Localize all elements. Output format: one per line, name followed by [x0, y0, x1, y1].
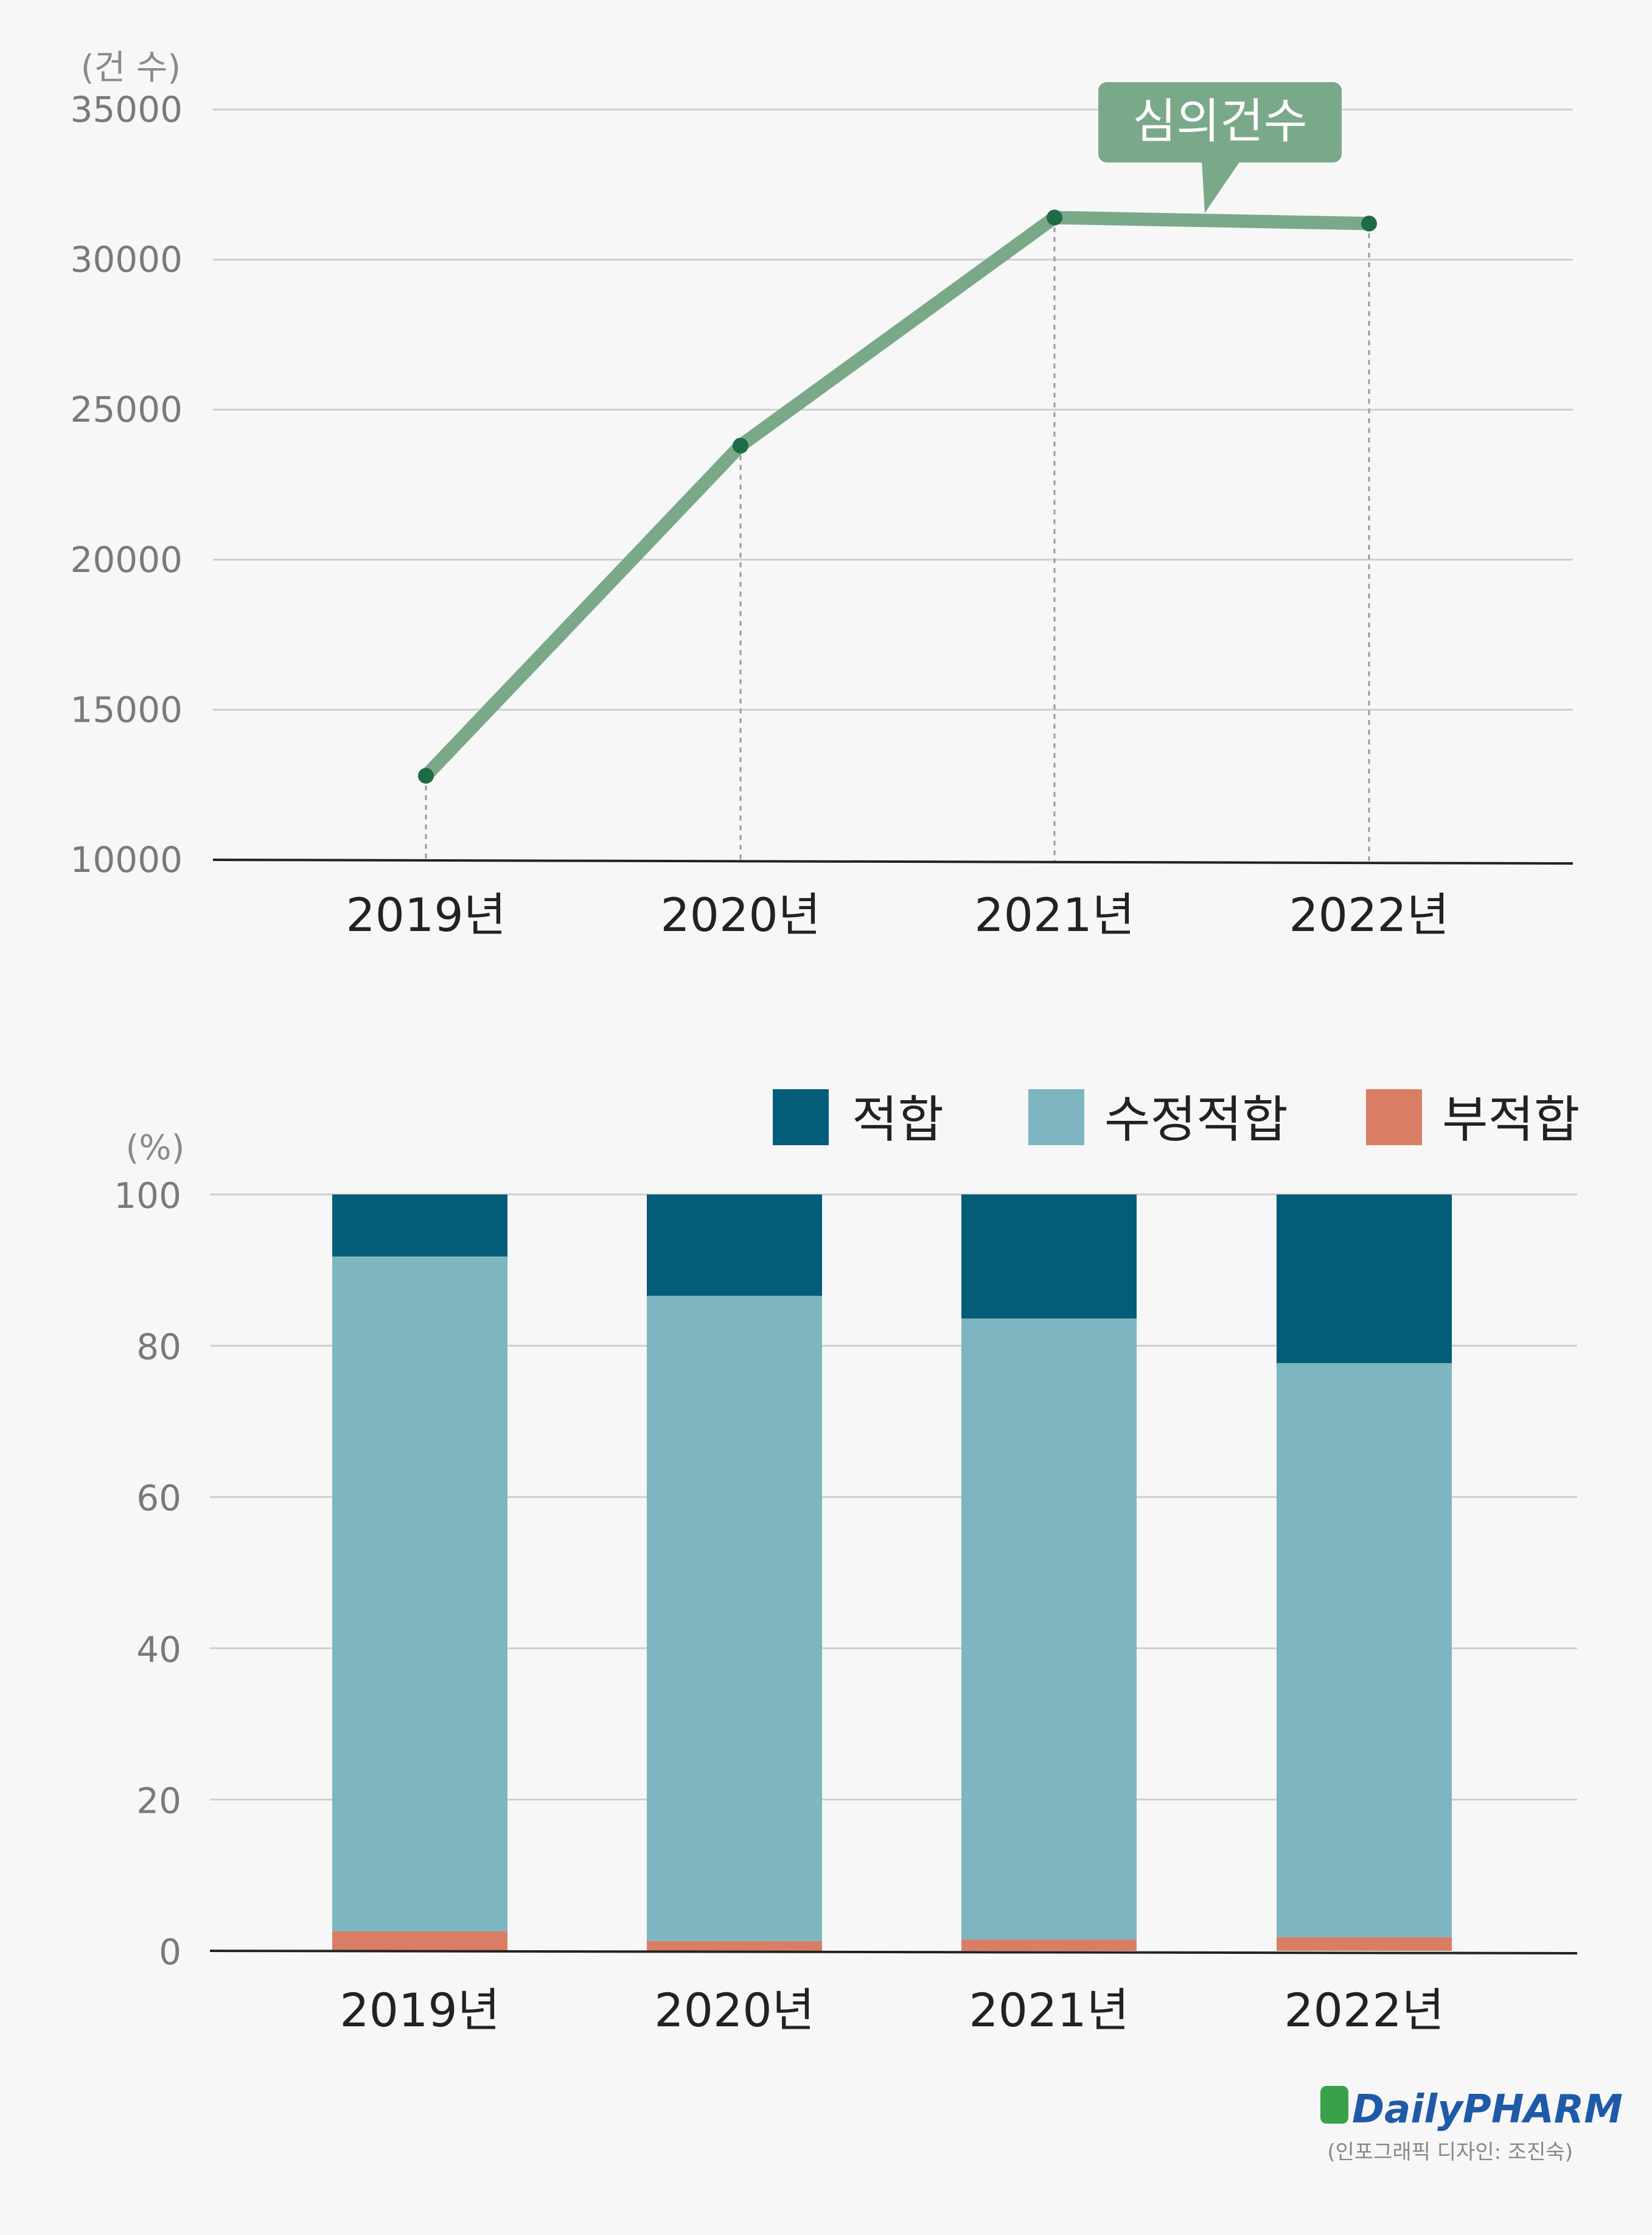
- footer: DailyPHARM (인포그래픽 디자인: 조진숙): [1320, 2086, 1623, 2164]
- bar-x-tick-label: 2020년: [654, 1983, 814, 2037]
- bar-segment-modified-fit: [1277, 1363, 1452, 1937]
- bar-segment-fit: [332, 1194, 507, 1257]
- dailypharm-logo: DailyPHARM: [1320, 2086, 1623, 2132]
- line-chart-x-axis: [212, 859, 1574, 865]
- bar-chart-x-ticks: 2019년 2020년 2021년 2022년: [340, 1983, 1444, 2037]
- line-y-tick-label: 20000: [70, 539, 183, 581]
- line-chart-x-ticks: 2019년 2020년 2021년 2022년: [346, 888, 1449, 942]
- legend-swatch-fit: [773, 1089, 829, 1145]
- bar-segment-unfit: [332, 1931, 507, 1951]
- bar-segment-modified-fit: [332, 1256, 507, 1931]
- bar-chart-x-axis: [209, 1950, 1578, 1954]
- callout-pointer: [1202, 159, 1241, 213]
- line-chart-gridlines: [213, 108, 1573, 711]
- line-y-tick-label: 10000: [70, 839, 183, 880]
- bar-y-tick-label: 0: [159, 1931, 181, 1973]
- legend-label-modified-fit: 수정적합: [1104, 1091, 1288, 1149]
- callout-label: 심의건수: [1132, 94, 1307, 149]
- design-credit: (인포그래픽 디자인: 조진숙): [1327, 2140, 1573, 2164]
- line-chart: (건 수) 10000 15000 20000 25000 30000 35000 201…: [70, 48, 1574, 942]
- line-y-tick-label: 15000: [70, 689, 183, 730]
- bar-y-tick-label: 60: [136, 1477, 181, 1519]
- bar-y-tick-label: 40: [136, 1629, 181, 1670]
- line-data-point: [1361, 215, 1377, 232]
- legend-swatch-unfit: [1366, 1089, 1422, 1145]
- line-data-point: [1047, 209, 1062, 226]
- bar-segment-fit: [647, 1194, 822, 1296]
- bar-segment-unfit: [1277, 1937, 1452, 1951]
- line-y-tick-label: 35000: [70, 89, 183, 130]
- series-line-review-count: [419, 211, 1376, 783]
- line-chart-y-ticks: 10000 15000 20000 25000 30000 35000: [70, 89, 183, 880]
- legend-label-unfit: 부적합: [1442, 1091, 1580, 1149]
- bar-chart-bars: [332, 1194, 1452, 1951]
- bar-chart-y-ticks: 0 20 40 60 80 100: [114, 1175, 181, 1973]
- line-x-tick-label: 2020년: [660, 888, 820, 942]
- bar-y-tick-label: 20: [136, 1780, 181, 1821]
- bar-y-tick-label: 100: [114, 1175, 181, 1216]
- legend-swatch-modified-fit: [1028, 1089, 1084, 1145]
- line-data-point: [733, 438, 748, 454]
- bar-x-tick-label: 2022년: [1284, 1983, 1444, 2037]
- legend-label-fit: 적합: [852, 1091, 944, 1149]
- logo-mark-icon: [1320, 2086, 1348, 2124]
- line-data-point: [418, 767, 434, 784]
- bar-chart-legend: 적합 수정적합 부적합: [773, 1089, 1580, 1149]
- line-chart-unit-label: (건 수): [81, 48, 181, 88]
- bar-segment-fit: [1277, 1194, 1452, 1364]
- callout-review-count: 심의건수: [1098, 82, 1342, 213]
- bar-segment-fit: [961, 1194, 1137, 1319]
- bar-x-tick-label: 2019년: [340, 1983, 500, 2037]
- bar-segment-unfit: [961, 1939, 1137, 1951]
- logo-wordmark: DailyPHARM: [1352, 2087, 1623, 2132]
- bar-segment-modified-fit: [961, 1318, 1137, 1940]
- bar-y-tick-label: 80: [136, 1327, 181, 1368]
- line-y-tick-label: 25000: [70, 389, 183, 430]
- line-x-tick-label: 2021년: [974, 888, 1134, 942]
- bar-segment-unfit: [647, 1940, 822, 1951]
- line-chart-droplines: [425, 217, 1370, 861]
- line-y-tick-label: 30000: [70, 239, 183, 281]
- bar-chart-unit-label: (%): [126, 1128, 185, 1168]
- line-x-tick-label: 2022년: [1289, 888, 1449, 942]
- bar-x-tick-label: 2021년: [969, 1983, 1129, 2037]
- callout-box: [1098, 82, 1342, 162]
- line-chart-markers: [418, 209, 1377, 784]
- line-x-tick-label: 2019년: [346, 888, 506, 942]
- bar-segment-modified-fit: [647, 1295, 822, 1941]
